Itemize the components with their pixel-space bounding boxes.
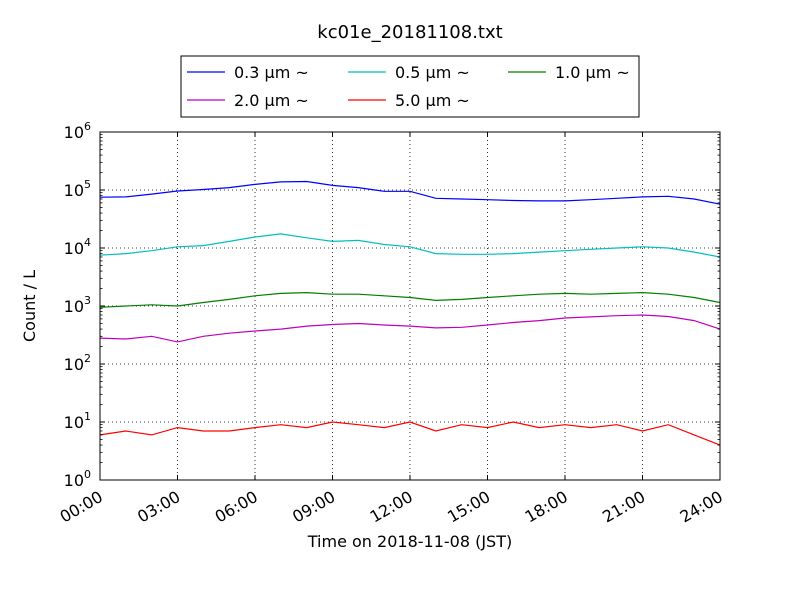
series-line-1 — [99, 233, 721, 258]
x-tick-label: 00:00 — [57, 487, 106, 527]
x-tick-label: 24:00 — [677, 487, 726, 527]
series-layer — [99, 180, 721, 446]
x-tick-label: 15:00 — [444, 487, 493, 527]
legend-label: 1.0 μm ~ — [555, 63, 630, 82]
series-line-4 — [99, 421, 721, 446]
x-tick-label: 21:00 — [599, 487, 648, 527]
y-tick-label: 106 — [64, 120, 91, 142]
series-line-3 — [99, 314, 721, 343]
series-line-2 — [99, 291, 721, 308]
series-line-0 — [99, 180, 721, 205]
legend-label: 0.5 μm ~ — [395, 63, 470, 82]
x-axis-label: Time on 2018-11-08 (JST) — [307, 532, 512, 551]
x-tick-label: 12:00 — [367, 487, 416, 527]
x-tick-label: 03:00 — [134, 487, 183, 527]
legend-label: 5.0 μm ~ — [395, 91, 470, 110]
legend-label: 0.3 μm ~ — [234, 63, 309, 82]
x-tick-label: 18:00 — [522, 487, 571, 527]
y-tick-label: 103 — [64, 294, 91, 316]
axis-ticks: 00:00 03:00 06:00 09:00 12:00 15:00 18:00 21:00… — [57, 120, 726, 527]
y-tick-label: 102 — [64, 352, 91, 374]
y-tick-label: 101 — [64, 410, 91, 432]
y-tick-label: 105 — [64, 178, 91, 200]
x-tick-label: 09:00 — [289, 487, 338, 527]
legend-label: 2.0 μm ~ — [234, 91, 309, 110]
y-tick-label: 100 — [64, 468, 91, 490]
x-tick-label: 06:00 — [212, 487, 261, 527]
y-tick-label: 104 — [64, 236, 91, 258]
y-axis-label: Count / L — [20, 270, 39, 342]
chart-title: kc01e_20181108.txt — [317, 22, 502, 43]
legend: 0.3 μm ~ 0.5 μm ~ 1.0 μm ~ 2.0 μm ~ 5.0 μm ~ — [180, 55, 640, 118]
